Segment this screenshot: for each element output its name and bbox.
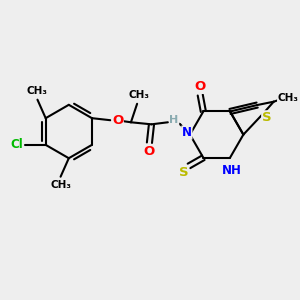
Text: O: O — [144, 145, 155, 158]
Text: CH₃: CH₃ — [129, 89, 150, 100]
Text: N: N — [182, 126, 192, 139]
Text: CH₃: CH₃ — [27, 86, 48, 97]
Text: H: H — [169, 115, 179, 125]
Text: CH₃: CH₃ — [50, 180, 71, 190]
Text: S: S — [262, 111, 272, 124]
Text: S: S — [179, 166, 189, 178]
Text: NH: NH — [222, 164, 242, 176]
Text: Cl: Cl — [11, 138, 23, 152]
Text: O: O — [112, 114, 123, 127]
Text: O: O — [195, 80, 206, 93]
Text: CH₃: CH₃ — [278, 93, 298, 103]
